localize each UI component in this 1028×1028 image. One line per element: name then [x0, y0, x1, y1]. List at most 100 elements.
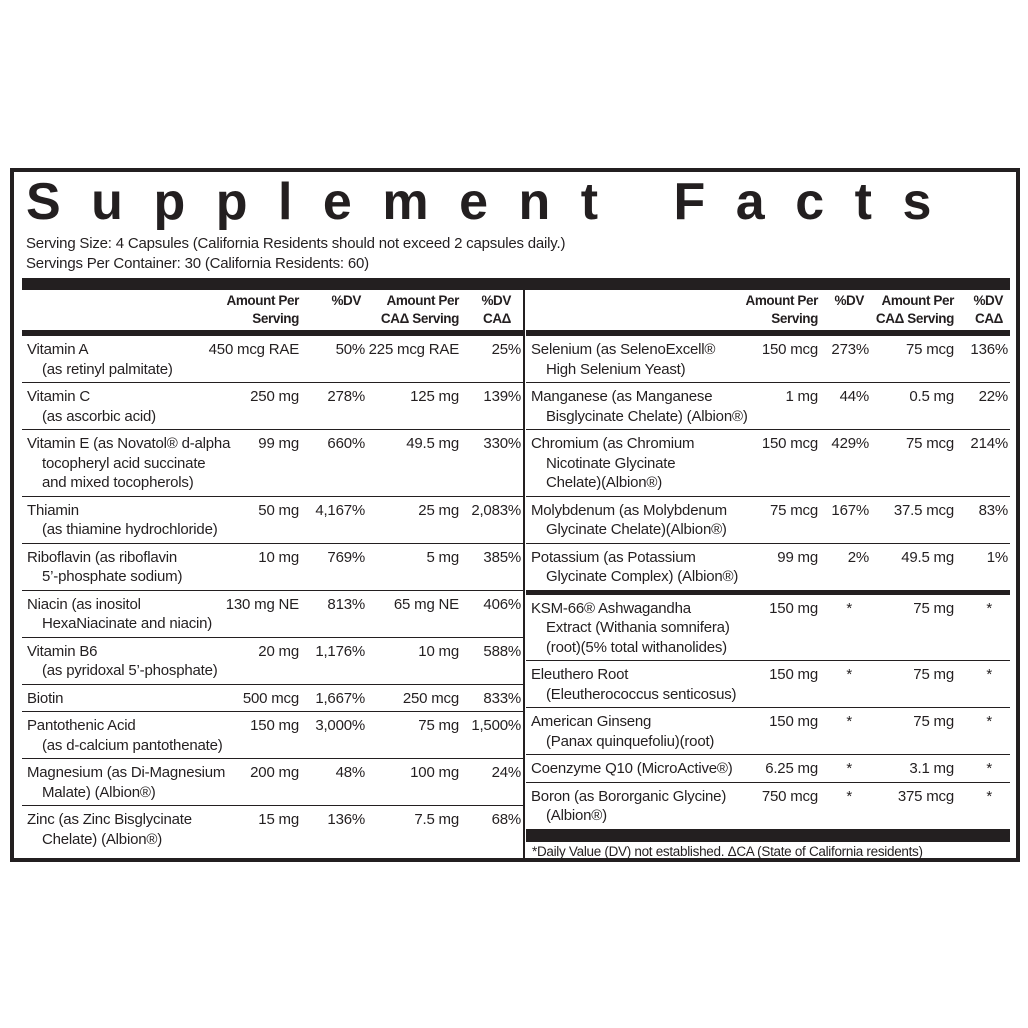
nutrient-source: (root)(5% total withanolides)	[546, 638, 727, 656]
amount: 150 mg	[769, 599, 818, 617]
ca-dv: 2,083%	[471, 501, 521, 519]
dv: 769%	[327, 548, 365, 566]
nutrient-row: Zinc (as Zinc Bisglycinate Chelate) (Albi…	[22, 806, 523, 852]
nutrient-row: Biotin 500 mcg 1,667% 250 mcg 833%	[22, 685, 523, 712]
ca-dv: 139%	[483, 388, 521, 405]
nutrient-name: Vitamin B6	[27, 642, 98, 660]
dv: *	[846, 713, 852, 730]
rule	[22, 278, 1010, 290]
nutrient-source: High Selenium Yeast)	[546, 360, 686, 378]
ca-dv: 22%	[978, 388, 1009, 405]
nutrient-row: Molybdenum (as Molybdenum Glycinate Chela…	[526, 497, 1010, 544]
nutrient-source: Glycinate Complex) (Albion®)	[546, 568, 739, 585]
header-line: %DV	[973, 293, 1003, 308]
amount: 150 mcg	[761, 341, 818, 358]
nutrient-source: (as ascorbic acid)	[42, 407, 156, 425]
amount: 6.25 mg	[765, 760, 818, 777]
footnote: *Daily Value (DV) not established. ΔCA (…	[532, 843, 923, 859]
dv: *	[846, 599, 852, 617]
nutrient-row: Vitamin C (as ascorbic acid) 250 mg 278% 125…	[22, 383, 523, 430]
column-header: %DV	[331, 292, 361, 310]
header-line: Amount Per	[745, 293, 818, 308]
ca-amount: 100 mg	[410, 764, 459, 781]
nutrient-source: Extract (Withania somnifera)	[546, 619, 730, 636]
ca-dv: 406%	[483, 595, 521, 613]
nutrient-name: Coenzyme Q10 (MicroActive®)	[531, 760, 733, 777]
amount: 75 mcg	[770, 501, 818, 519]
ca-amount: 250 mcg	[402, 689, 459, 707]
ca-dv: 83%	[978, 501, 1009, 519]
nutrient-row: Thiamin (as thiamine hydrochloride) 50 mg 4…	[22, 497, 523, 544]
ca-dv: 24%	[491, 764, 522, 781]
amount: 1 mg	[785, 388, 818, 405]
amount: 15 mg	[258, 811, 299, 828]
column-header: Amount Per Serving	[745, 292, 818, 328]
header-line: CAΔ Serving	[875, 311, 954, 326]
dv: 136%	[327, 811, 365, 828]
dv: *	[846, 666, 852, 683]
header-line: CAΔ	[482, 311, 511, 326]
ca-amount: 10 mg	[418, 642, 459, 660]
nutrient-row: Pantothenic Acid (as d-calcium pantothena…	[22, 712, 523, 759]
nutrient-name: Zinc (as Zinc Bisglycinate	[27, 811, 192, 828]
nutrient-source: (Eleutherococcus senticosus)	[546, 685, 737, 703]
column-header: %DV CAΔ	[481, 292, 511, 328]
dv: *	[846, 760, 852, 777]
nutrient-source: (Albion®)	[546, 807, 607, 824]
header-line: Amount Per	[226, 293, 299, 308]
nutrient-name: Eleuthero Root	[531, 666, 629, 683]
ca-dv: 1%	[986, 548, 1008, 566]
amount: 150 mg	[769, 713, 818, 730]
nutrient-row: Vitamin E (as Novatol® d-alpha tocopheryl…	[22, 430, 523, 497]
nutrient-name: Pantothenic Acid	[27, 717, 136, 734]
column-divider	[523, 290, 525, 858]
nutrient-source: (as retinyl palmitate)	[42, 360, 173, 378]
amount: 10 mg	[258, 548, 299, 566]
amount: 20 mg	[258, 642, 299, 660]
ca-amount: 49.5 mg	[406, 435, 459, 452]
nutrient-row: Vitamin A (as retinyl palmitate) 450 mcg R…	[22, 336, 523, 383]
column-header: Amount Per CAΔ Serving	[381, 292, 459, 328]
ca-dv: 68%	[491, 811, 522, 828]
nutrient-name: Biotin	[27, 689, 64, 707]
ca-dv: *	[986, 666, 992, 683]
nutrient-row: Vitamin B6 (as pyridoxal 5’-phosphate) 20 …	[22, 638, 523, 685]
nutrient-source: tocopheryl acid succinate	[42, 454, 206, 472]
nutrient-source: and mixed tocopherols)	[42, 474, 194, 491]
ca-dv: 136%	[970, 341, 1008, 358]
dv: 1,667%	[315, 689, 365, 707]
header-line: Serving	[252, 311, 299, 326]
ca-amount: 49.5 mg	[901, 548, 954, 566]
nutrient-source: (as d-calcium pantothenate)	[42, 736, 223, 754]
ca-dv: *	[986, 760, 992, 777]
header-line: %DV	[331, 293, 361, 308]
nutrient-row: Riboflavin (as riboflavin 5’-phosphate so…	[22, 544, 523, 591]
amount: 200 mg	[250, 764, 299, 781]
header-line: Serving	[771, 311, 818, 326]
dv: 278%	[327, 388, 365, 405]
table-header: Amount Per Serving %DV Amount Per CAΔ Servin…	[526, 290, 1010, 336]
title: Supplement Facts	[26, 173, 962, 231]
nutrient-row: American Ginseng (Panax quinquefoliu)(roo…	[526, 708, 1010, 755]
nutrient-row: Coenzyme Q10 (MicroActive®) 6.25 mg * 3.1 m…	[526, 755, 1010, 783]
dv: 2%	[847, 548, 869, 566]
nutrient-source: (as thiamine hydrochloride)	[42, 521, 218, 538]
nutrient-name: Vitamin C	[27, 388, 90, 405]
nutrient-name: American Ginseng	[531, 713, 652, 730]
ca-dv: 588%	[483, 642, 521, 660]
ca-amount: 5 mg	[426, 548, 459, 566]
ca-amount: 375 mcg	[897, 787, 954, 805]
ca-amount: 75 mg	[913, 666, 954, 683]
nutrient-name: Molybdenum (as Molybdenum	[531, 501, 727, 519]
nutrient-source: (Panax quinquefoliu)(root)	[546, 732, 715, 750]
dv: 273%	[831, 341, 869, 358]
serving-size: Serving Size: 4 Capsules (California Res…	[26, 235, 566, 252]
dv: *	[846, 787, 852, 805]
amount: 750 mcg	[761, 787, 818, 805]
nutrient-name: Boron (as Bororganic Glycine)	[531, 787, 727, 805]
ca-dv: 214%	[970, 435, 1008, 452]
servings-per-container: Servings Per Container: 30 (California R…	[26, 255, 369, 272]
right-table: Amount Per Serving %DV Amount Per CAΔ Servin…	[526, 290, 1010, 859]
nutrient-source: Nicotinate Glycinate	[546, 454, 676, 472]
